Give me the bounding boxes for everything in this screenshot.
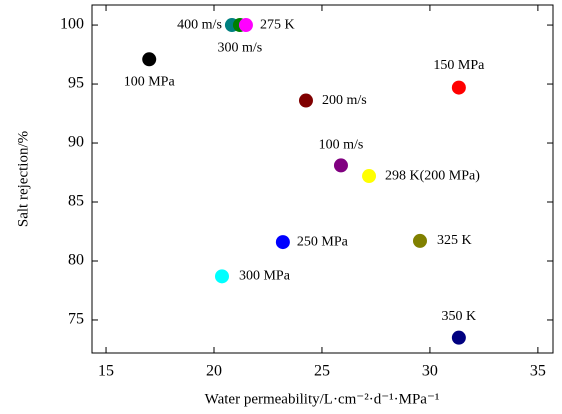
x-tick-label: 30 (422, 363, 438, 380)
point-label: 298 K(200 MPa) (385, 168, 480, 183)
x-tick-label: 20 (206, 363, 222, 380)
y-axis-title: Salt rejection/% (15, 131, 31, 227)
point-label: 200 m/s (322, 93, 367, 108)
x-tick-label: 15 (98, 363, 114, 380)
point-label: 350 K (442, 309, 477, 324)
point (451, 330, 466, 345)
point-label: 250 MPa (297, 234, 349, 249)
y-tick-label: 100 (60, 16, 84, 33)
x-axis-title: Water permeability/L·cm⁻²·d⁻¹·MPa⁻¹ (205, 391, 440, 407)
point (142, 52, 157, 67)
point (298, 93, 313, 108)
point-label: 300 MPa (239, 269, 291, 284)
point (275, 235, 290, 250)
point (362, 169, 377, 184)
point-label: 100 MPa (124, 74, 176, 89)
point-label: 275 K (260, 17, 295, 32)
point (214, 269, 229, 284)
point (412, 233, 427, 248)
point (238, 18, 253, 33)
point-label: 100 m/s (319, 138, 364, 153)
y-tick-label: 95 (68, 75, 84, 92)
point-label: 400 m/s (177, 17, 222, 32)
point-label: 325 K (437, 233, 472, 248)
y-tick-label: 90 (68, 134, 84, 151)
y-tick-label: 75 (68, 311, 84, 328)
y-tick-label: 85 (68, 193, 84, 210)
x-tick-label: 25 (314, 363, 330, 380)
point-label: 150 MPa (433, 58, 485, 73)
point-label: 300 m/s (218, 40, 263, 55)
point (333, 158, 348, 173)
point (451, 80, 466, 95)
x-tick-label: 35 (530, 363, 546, 380)
y-tick-label: 80 (68, 252, 84, 269)
plot-frame (91, 4, 554, 354)
